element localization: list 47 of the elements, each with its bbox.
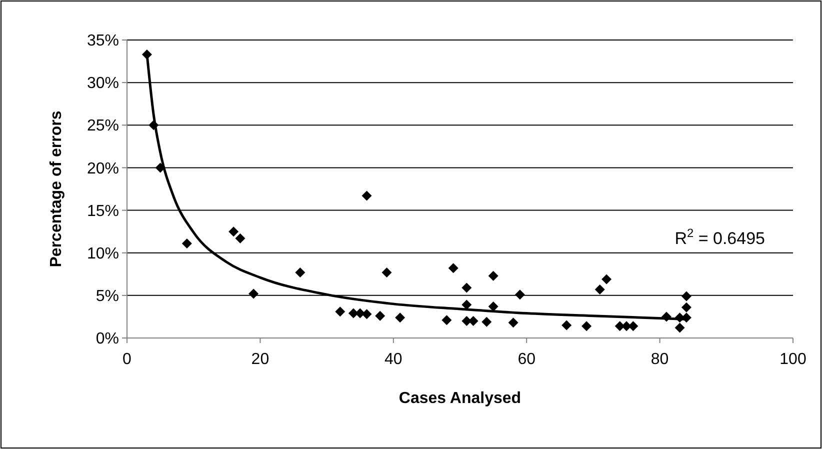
y-tick-label: 5% [96,288,119,306]
point [514,290,525,300]
point [488,270,498,281]
x-axis-title: Cases Analysed [398,390,522,407]
point [622,321,632,332]
point [681,302,692,312]
point [355,308,366,318]
y-tick-label: 0% [96,330,119,348]
point [382,267,392,278]
point [182,238,192,248]
point [362,309,372,320]
y-tick-label: 15% [86,202,119,220]
point [395,312,406,323]
x-tick-label: 40 [384,351,402,368]
x-tick-label: 80 [650,351,669,368]
point [674,322,685,333]
y-tick-label: 10% [86,245,119,262]
point [508,318,518,328]
point [442,315,452,326]
point [375,310,386,321]
y-tick-label: 25% [86,118,119,135]
y-tick-label: 30% [86,75,119,92]
point [228,226,239,237]
point [362,190,372,201]
point [594,284,605,294]
point [681,291,692,302]
point [582,321,592,332]
point [462,300,472,310]
x-tick-label: 0 [122,351,132,368]
point [602,274,612,284]
point [482,316,492,327]
y-tick-label: 20% [86,160,119,178]
point [462,282,472,293]
point [448,263,458,274]
annotation: R$^{2}$ = 0.6495 [674,226,765,248]
y-axis-title: Percentage of errors [48,110,65,268]
x-tick-label: 60 [518,351,536,368]
y-tick-label: 35% [86,32,119,50]
point [488,301,498,312]
point [628,321,638,332]
point [235,233,246,244]
point [335,306,346,317]
x-tick-label: 100 [780,351,806,368]
x-tick-label: 20 [251,351,270,368]
point [248,288,259,299]
point [562,320,572,330]
point [295,267,306,278]
